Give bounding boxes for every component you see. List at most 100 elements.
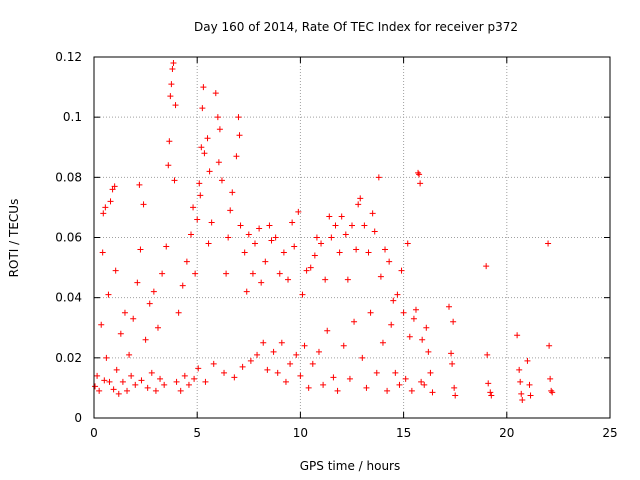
data-point [369,210,376,217]
data-point [115,390,122,397]
data-point [408,387,415,394]
data-point [295,208,302,215]
data-point [527,392,534,399]
data-point [181,372,188,379]
data-point [545,240,552,247]
data-point [287,360,294,367]
data-point [547,375,554,382]
data-point [194,216,201,223]
data-point [197,192,204,199]
data-point [218,177,225,184]
data-point [270,348,277,355]
data-point [421,381,428,388]
y-tick-label: 0.12 [55,50,82,64]
data-point [446,303,453,310]
data-point [280,249,287,256]
tick-labels: 0 5 10 15 20 25 0 0.02 0.04 0.06 0.08 0.1 0.12 [55,50,617,440]
data-point [106,378,113,385]
data-point [167,93,174,100]
data-point [450,318,457,325]
data-point [227,207,234,214]
data-point [419,336,426,343]
data-point [518,390,525,397]
data-point [334,387,341,394]
data-point [342,231,349,238]
data-point [549,389,556,396]
x-tick-label: 5 [193,426,201,440]
data-point [144,384,151,391]
data-point [311,252,318,259]
data-point [546,342,553,349]
data-point [289,219,296,226]
data-point [404,240,411,247]
data-point [519,396,526,403]
data-point [484,351,491,358]
data-point [200,84,207,91]
data-point [142,336,149,343]
data-point [524,357,531,364]
data-point [94,372,101,379]
data-point [163,243,170,250]
data-point [168,81,175,88]
data-point [214,114,221,121]
data-point [107,198,114,205]
x-tick-label: 0 [90,426,98,440]
data-point [516,366,523,373]
data-point [338,213,345,220]
data-point [152,387,159,394]
data-point [137,246,144,253]
data-point [188,231,195,238]
data-point [172,102,179,109]
data-point [117,330,124,337]
data-point [452,392,459,399]
data-point [205,240,212,247]
data-point [236,132,243,139]
data-point [183,258,190,265]
x-tick-label: 20 [499,426,514,440]
data-point [195,365,202,372]
data-point [336,249,343,256]
data-point [320,381,327,388]
data-point [375,174,382,181]
data-point [301,342,308,349]
data-point [190,204,197,211]
data-point [260,339,267,346]
data-point [398,267,405,274]
data-point [526,381,533,388]
data-point [324,327,331,334]
data-point [229,189,236,196]
data-point [249,270,256,277]
data-point [488,392,495,399]
data-point [150,288,157,295]
data-point [293,351,300,358]
data-point [136,181,143,188]
data-point [225,234,232,241]
data-point [103,354,110,361]
data-point [98,321,105,328]
data-point [110,386,117,393]
data-point [159,270,166,277]
data-point [202,378,209,385]
data-point [278,339,285,346]
data-point [425,348,432,355]
data-point [102,204,109,211]
data-point [328,234,335,241]
data-point [215,159,222,166]
x-tick-label: 15 [396,426,411,440]
data-point [134,279,141,286]
data-point [239,363,246,370]
data-point [282,378,289,385]
data-point [192,270,199,277]
data-point [99,249,106,256]
data-point [208,219,215,226]
data-point [92,383,99,390]
data-point [416,171,423,178]
data-point [256,225,263,232]
data-point [346,375,353,382]
y-tick-label: 0.06 [55,231,82,245]
data-point [417,180,424,187]
data-point [377,273,384,280]
data-point [365,249,372,256]
data-point [196,180,203,187]
